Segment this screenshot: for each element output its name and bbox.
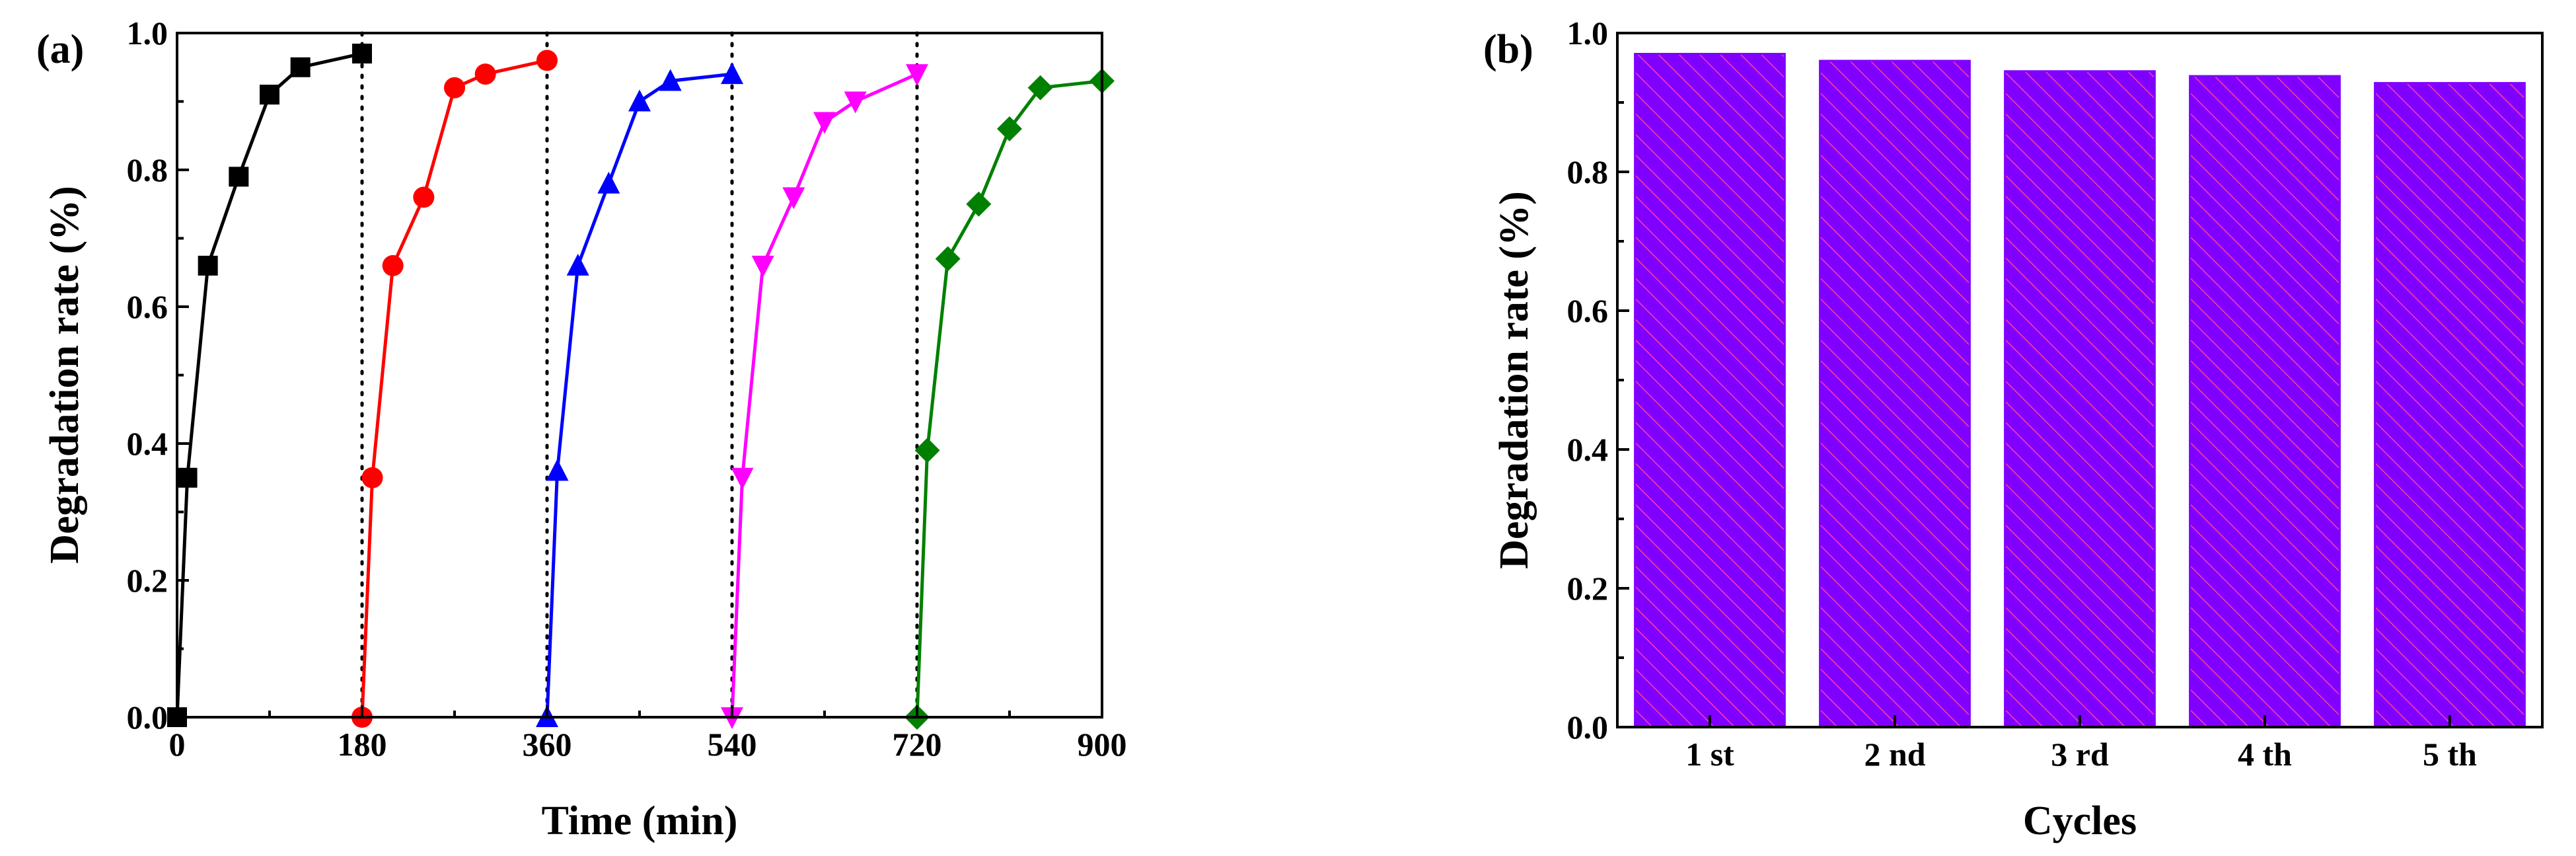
series-2-point	[444, 77, 465, 98]
series-4-point	[844, 91, 867, 114]
x-tick-label: 720	[893, 726, 942, 763]
category-label: 1 st	[1685, 736, 1734, 773]
x-tick-label: 360	[523, 726, 572, 763]
series-4-point	[906, 64, 928, 87]
x-tick-label: 540	[708, 726, 757, 763]
bar-2	[1819, 59, 1971, 728]
panel-a: (a) 0 180 360 540 720 900 0.0 0.2 0.4 0.6 0.8 1.0 T…	[36, 15, 1127, 843]
x-tick-label: 180	[338, 726, 387, 763]
series-3-point	[597, 171, 620, 194]
series-2-point	[382, 254, 404, 276]
series-3-point	[659, 69, 682, 91]
category-label: 5 th	[2423, 736, 2477, 773]
bar-4	[2189, 75, 2341, 728]
panel-a-series	[167, 44, 1115, 730]
panel-a-dividers	[360, 31, 919, 719]
y-tick-label: 0.6	[127, 288, 168, 325]
series-2-point	[361, 467, 383, 488]
category-label: 2 nd	[1864, 736, 1925, 773]
bar-1	[1634, 53, 1786, 728]
series-1-point	[198, 255, 218, 276]
bar-5	[2374, 82, 2526, 728]
panel-b: (b) 1 st 2 nd 3 rd 4 th 5 th0.00.20.40.60.81…	[1483, 15, 2544, 843]
series-1-line	[175, 52, 363, 718]
panel-b-ticks: 1 st 2 nd 3 rd 4 th 5 th 0.0 0.2 0.4 0.6 0.8 1.0	[1567, 15, 2478, 773]
series-2-line	[360, 58, 548, 718]
series-4-point	[813, 112, 836, 134]
category-label: 3 rd	[2051, 736, 2109, 773]
panel-b-x-title: Cycles	[2023, 798, 2137, 843]
series-1-point	[352, 44, 372, 64]
y-tick-label: 1.0	[1567, 15, 1609, 52]
category-label: 4 th	[2238, 736, 2292, 773]
y-tick-label: 0.2	[1567, 570, 1609, 607]
series-1-point	[290, 57, 311, 77]
y-tick-label: 0.4	[127, 425, 168, 462]
x-tick-label: 0	[169, 726, 186, 763]
panel-a-label: (a)	[36, 27, 84, 72]
series-1-point	[177, 467, 198, 488]
series-5-point	[1027, 75, 1053, 100]
series-4-point	[782, 187, 805, 210]
series-2-point	[536, 50, 558, 71]
series-3-point	[546, 459, 569, 481]
series-5-point	[966, 191, 992, 217]
panel-a-ticks: 0 180 360 540 720 900 0.0 0.2 0.4 0.6 0.8 1.0	[127, 15, 1127, 763]
series-2-point	[474, 63, 496, 85]
y-tick-label: 0.6	[1567, 292, 1609, 329]
y-tick-label: 0.0	[127, 699, 168, 736]
series-5-point	[997, 116, 1022, 141]
series-4-line	[730, 72, 918, 718]
panel-a-x-title: Time (min)	[542, 798, 738, 843]
series-2-point	[413, 186, 435, 208]
series-1-point	[229, 167, 249, 187]
series-5-line	[915, 79, 1103, 718]
y-tick-label: 0.8	[127, 151, 168, 188]
y-tick-label: 0.0	[1567, 709, 1609, 746]
series-4-point	[731, 467, 754, 490]
y-tick-label: 0.4	[1567, 431, 1609, 468]
bar-3	[2004, 70, 2156, 728]
panel-a-y-title: Degradation rate (%)	[42, 186, 87, 564]
panel-a-plot-frame	[176, 32, 1103, 719]
y-tick-label: 0.2	[127, 562, 168, 599]
panel-b-label: (b)	[1483, 27, 1533, 72]
series-1-point	[260, 85, 279, 105]
series-4-point	[751, 255, 774, 278]
series-3-point	[721, 62, 743, 85]
panel-b-bars	[1634, 53, 2526, 728]
series-3-line	[545, 72, 733, 718]
series-5-point	[914, 438, 940, 463]
y-tick-label: 0.8	[1567, 153, 1609, 190]
series-5-point	[935, 246, 961, 272]
x-tick-label: 900	[1078, 726, 1127, 763]
y-tick-label: 1.0	[127, 15, 168, 52]
series-3-point	[628, 89, 651, 112]
series-3-point	[566, 253, 589, 276]
panel-b-y-title: Degradation rate (%)	[1492, 191, 1537, 569]
